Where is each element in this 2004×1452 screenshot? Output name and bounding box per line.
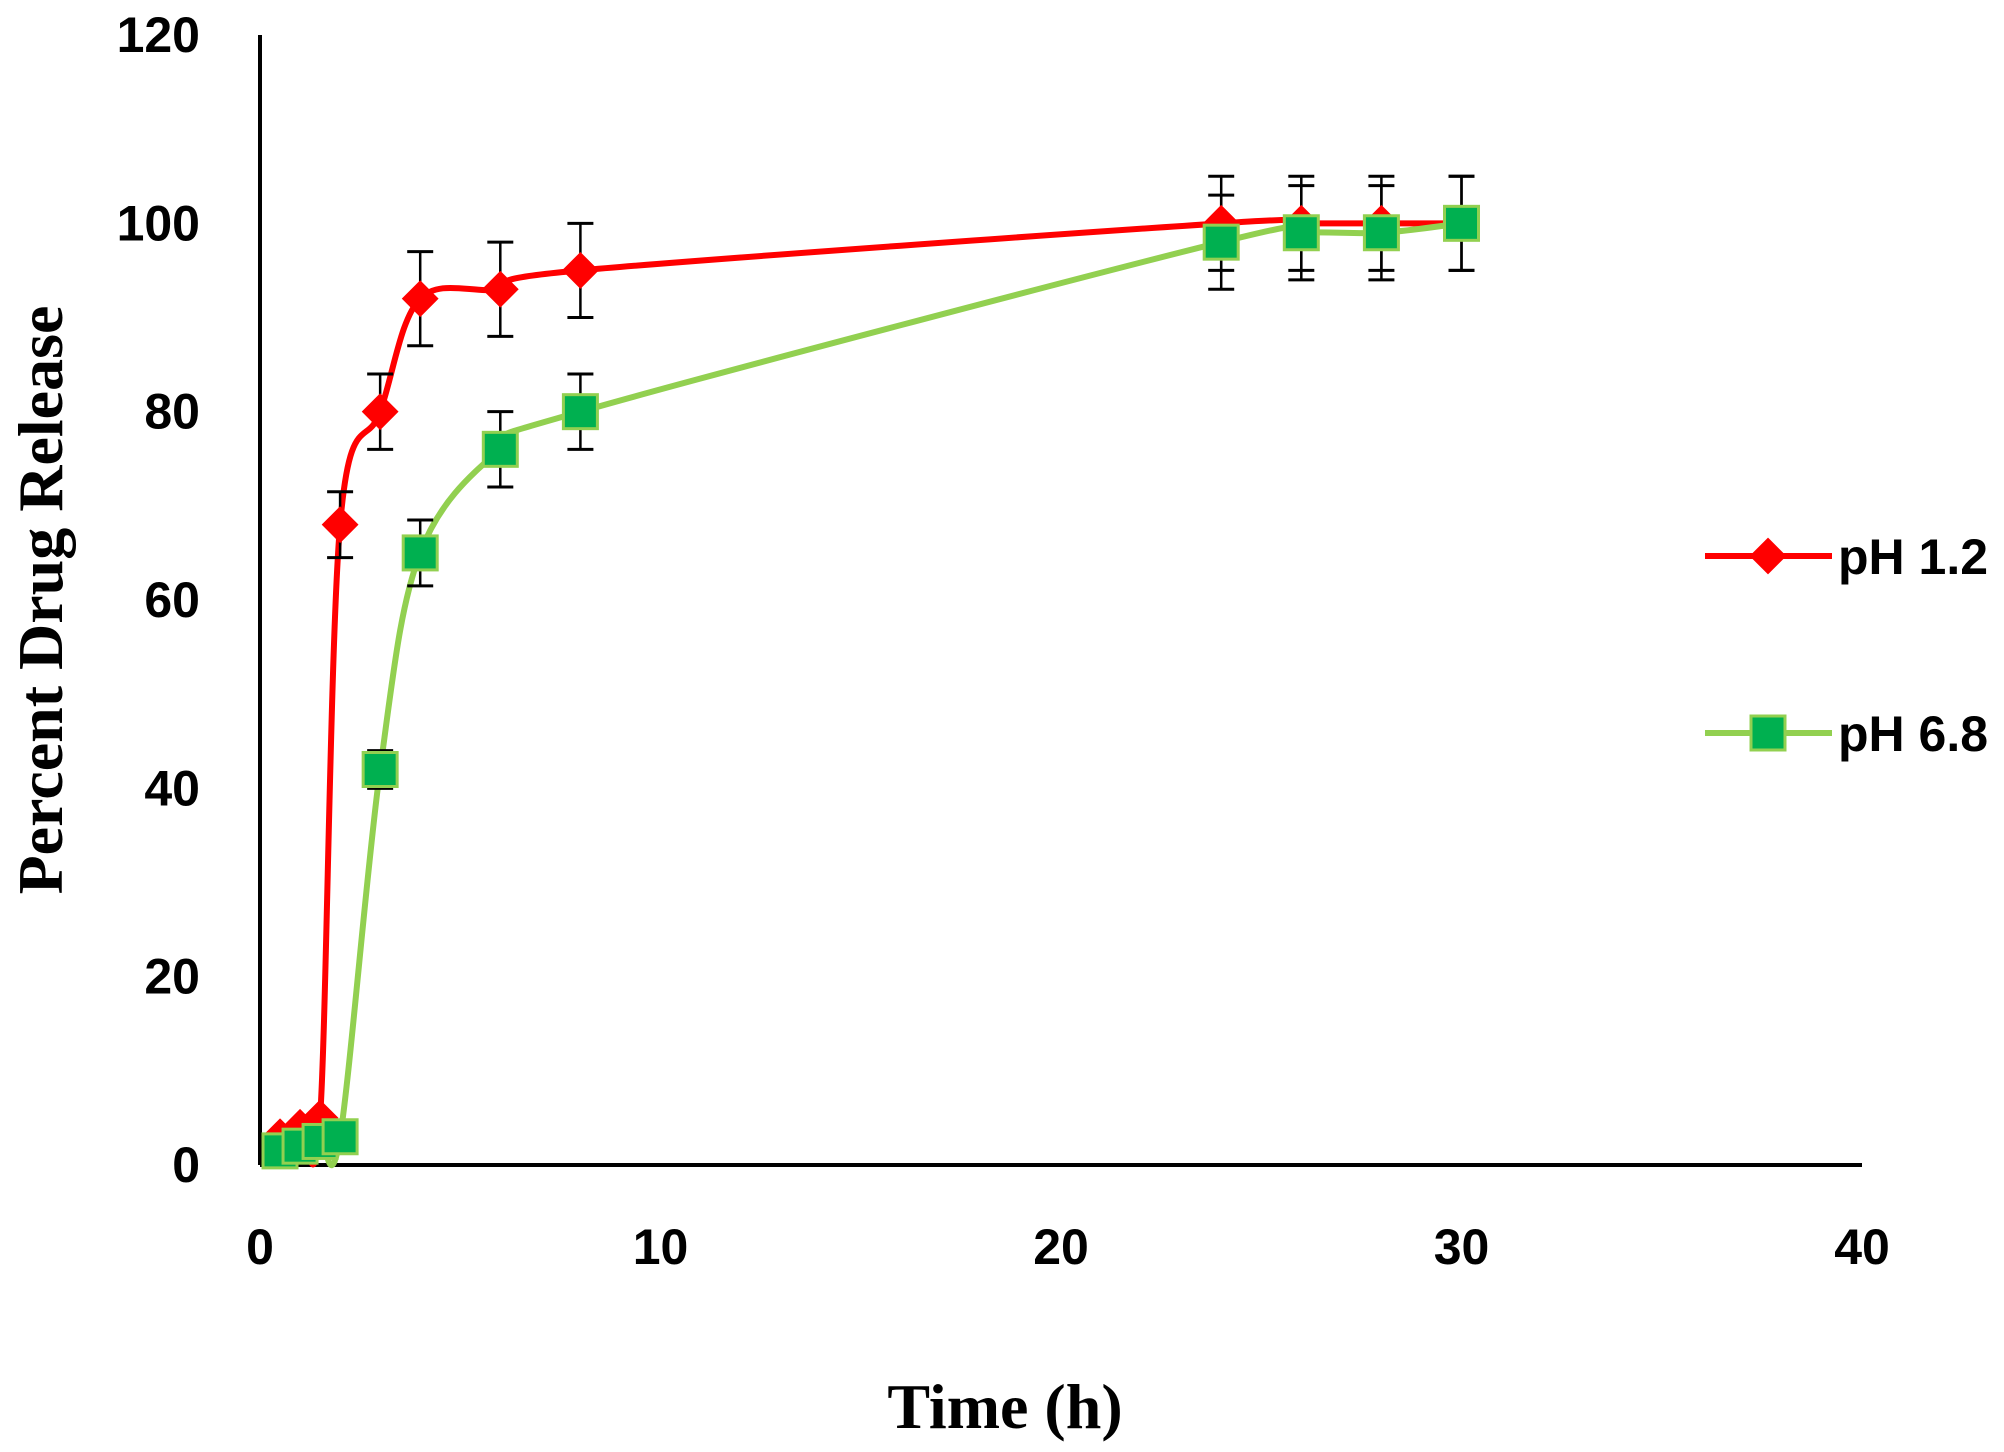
data-point — [561, 252, 599, 289]
data-point — [361, 393, 399, 431]
legend: pH 1.2 pH 6.8 — [1705, 529, 1988, 762]
x-axis-title: Time (h) — [887, 1371, 1122, 1442]
data-point — [321, 1118, 359, 1156]
data-point — [361, 751, 399, 788]
data-point — [481, 430, 519, 468]
y-tick-label: 80 — [144, 384, 200, 440]
data-point — [1443, 204, 1480, 242]
x-tick-label: 30 — [1434, 1219, 1490, 1275]
data-point — [481, 270, 519, 308]
legend-marker — [1749, 537, 1787, 575]
y-tick-label: 40 — [144, 760, 200, 816]
y-tick-label: 120 — [117, 7, 200, 63]
legend-item: pH 1.2 — [1705, 529, 1988, 585]
y-tick-label: 100 — [117, 195, 200, 251]
data-point — [1282, 214, 1320, 252]
x-tick-label: 0 — [246, 1219, 274, 1275]
series-ph-6-8 — [277, 220, 1465, 1169]
y-tick-label: 20 — [144, 949, 200, 1005]
y-tick-label: 0 — [172, 1137, 200, 1193]
data-point — [1202, 223, 1240, 261]
x-tick-label: 40 — [1834, 1219, 1890, 1275]
data-point — [561, 393, 599, 431]
error-bars — [367, 174, 1475, 790]
series-layer — [261, 174, 1480, 1170]
series-line — [277, 216, 1465, 1168]
legend-label: pH 6.8 — [1838, 706, 1988, 762]
data-point — [1362, 214, 1400, 252]
data-point — [321, 506, 359, 544]
legend-marker — [1749, 714, 1787, 752]
axes: 0 20 40 60 80 100 120 0 10 20 30 40 — [117, 7, 1890, 1275]
series-line — [277, 220, 1465, 1169]
data-point — [401, 280, 439, 318]
legend-item: pH 6.8 — [1705, 706, 1988, 762]
y-tick-label: 60 — [144, 572, 200, 628]
data-point — [401, 534, 439, 572]
x-tick-label: 10 — [633, 1219, 689, 1275]
y-axis-title: Percent Drug Release — [5, 306, 76, 895]
legend-label: pH 1.2 — [1838, 529, 1988, 585]
data-points — [261, 204, 1480, 1170]
data-points — [261, 204, 1480, 1156]
series-ph-1-2 — [277, 216, 1465, 1168]
x-tick-label: 20 — [1033, 1219, 1089, 1275]
